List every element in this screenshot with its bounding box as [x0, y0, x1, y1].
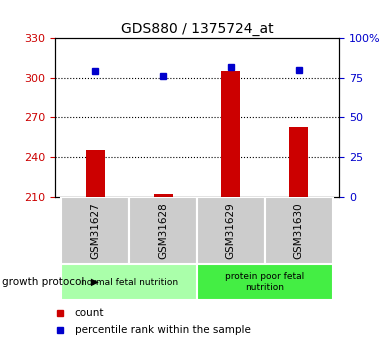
Bar: [222, 71, 240, 197]
Bar: [86, 150, 105, 197]
Text: percentile rank within the sample: percentile rank within the sample: [74, 325, 250, 335]
Bar: [61, 264, 197, 300]
Text: growth protocol  ▶: growth protocol ▶: [2, 277, 99, 287]
Text: GSM31628: GSM31628: [158, 202, 168, 259]
Text: normal fetal nutrition: normal fetal nutrition: [81, 277, 178, 287]
Text: GSM31630: GSM31630: [294, 202, 304, 259]
Bar: [154, 194, 172, 197]
Text: GSM31627: GSM31627: [90, 202, 100, 259]
Title: GDS880 / 1375724_at: GDS880 / 1375724_at: [121, 21, 273, 36]
Bar: [61, 197, 129, 264]
Text: protein poor fetal
nutrition: protein poor fetal nutrition: [225, 272, 304, 292]
Bar: [265, 197, 333, 264]
Text: GSM31629: GSM31629: [226, 202, 236, 259]
Bar: [129, 197, 197, 264]
Bar: [197, 264, 333, 300]
Text: count: count: [74, 308, 104, 318]
Bar: [197, 197, 265, 264]
Bar: [289, 127, 308, 197]
